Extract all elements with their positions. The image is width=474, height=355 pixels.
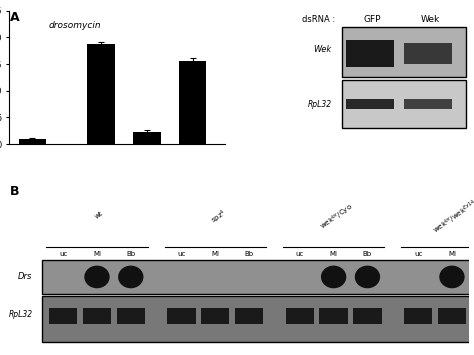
Bar xyxy=(404,308,432,324)
Bar xyxy=(133,132,161,144)
Text: wek$^{lor}$/wek$^{Ex14}$: wek$^{lor}$/wek$^{Ex14}$ xyxy=(431,197,474,237)
Text: GFP: GFP xyxy=(364,15,381,24)
Bar xyxy=(179,61,206,144)
Text: Ml: Ml xyxy=(211,251,219,257)
Text: Bb: Bb xyxy=(245,251,254,257)
Ellipse shape xyxy=(473,266,474,288)
Bar xyxy=(343,27,466,77)
Bar xyxy=(83,308,111,324)
Ellipse shape xyxy=(118,266,144,288)
Text: spz$^4$: spz$^4$ xyxy=(209,207,229,227)
Text: B: B xyxy=(9,185,19,198)
Bar xyxy=(117,308,145,324)
Bar xyxy=(42,296,474,342)
Text: wek$^{lor}$/Cyo: wek$^{lor}$/Cyo xyxy=(318,201,356,233)
Text: uc: uc xyxy=(177,251,186,257)
Ellipse shape xyxy=(355,266,380,288)
Text: Wek: Wek xyxy=(421,15,440,24)
Text: dsRNA :: dsRNA : xyxy=(302,15,335,24)
Bar xyxy=(49,308,77,324)
Text: wt: wt xyxy=(93,210,104,219)
Bar xyxy=(404,43,452,64)
Bar xyxy=(167,308,196,324)
Text: Bb: Bb xyxy=(363,251,372,257)
Bar xyxy=(343,80,466,128)
Text: Ml: Ml xyxy=(448,251,456,257)
Text: Ml: Ml xyxy=(93,251,101,257)
Text: drosomycin: drosomycin xyxy=(48,21,101,30)
Bar xyxy=(472,308,474,324)
Bar xyxy=(18,139,46,144)
Text: A: A xyxy=(9,11,19,24)
Bar xyxy=(353,308,382,324)
Bar xyxy=(404,99,452,109)
Text: Drs: Drs xyxy=(18,272,32,282)
Bar xyxy=(346,99,393,109)
Text: uc: uc xyxy=(59,251,67,257)
Bar xyxy=(235,308,263,324)
Text: uc: uc xyxy=(296,251,304,257)
Text: Bb: Bb xyxy=(126,251,136,257)
Text: uc: uc xyxy=(414,251,422,257)
Ellipse shape xyxy=(84,266,109,288)
Bar xyxy=(87,44,115,144)
Bar xyxy=(42,260,474,294)
Bar xyxy=(319,308,348,324)
Ellipse shape xyxy=(439,266,465,288)
Bar xyxy=(286,308,314,324)
Bar xyxy=(346,40,393,67)
Text: Wek: Wek xyxy=(314,45,332,54)
Text: Ml: Ml xyxy=(329,251,337,257)
Bar xyxy=(438,308,466,324)
Ellipse shape xyxy=(321,266,346,288)
Text: RpL32: RpL32 xyxy=(9,311,32,320)
Text: RpL32: RpL32 xyxy=(308,100,332,109)
Bar xyxy=(201,308,229,324)
